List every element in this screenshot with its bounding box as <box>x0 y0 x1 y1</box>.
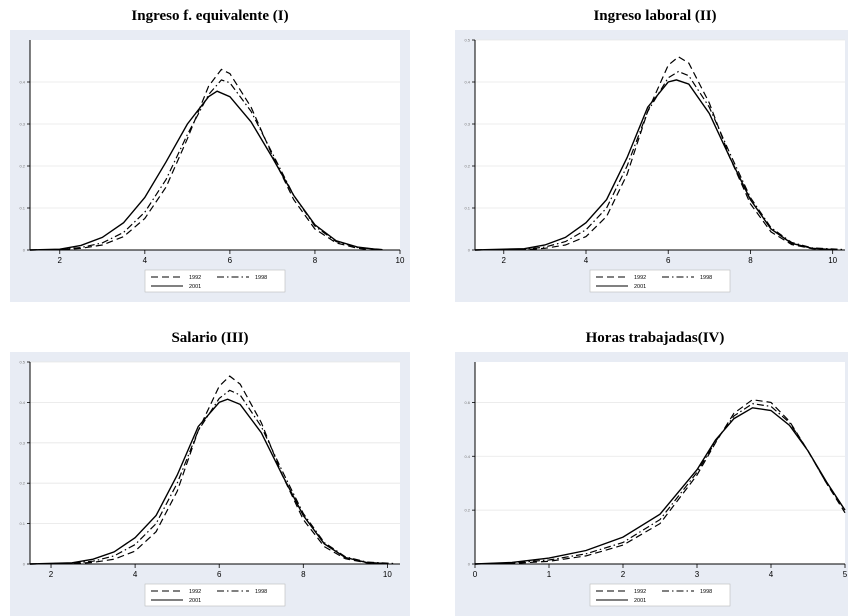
x-tick-label: 2 <box>621 570 626 579</box>
plot-svg: 0 0.1 0.2 0.3 0.4 2 4 6 8 10 1992 1998 2001 <box>10 30 410 302</box>
series-1992 <box>474 56 833 251</box>
chart-salario: Salario (III) 0 0.1 0.2 0.3 0.4 0.5 2 4 6 8 10 1992… <box>10 330 410 616</box>
chart-title: Ingreso f. equivalente (I) <box>131 8 289 24</box>
legend-box <box>589 269 731 293</box>
x-tick-label: 10 <box>396 256 405 265</box>
y-tick-label: 0.4 <box>464 80 470 85</box>
series-2001 <box>29 90 379 251</box>
x-tick-label: 2 <box>58 256 63 265</box>
legend-label-2001: 2001 <box>634 598 646 604</box>
x-tick-label: 4 <box>584 256 589 265</box>
x-tick-label: 3 <box>695 570 700 579</box>
plot-svg: 0 0.1 0.2 0.3 0.4 0.5 2 4 6 8 10 1992 1998 2001 <box>455 30 848 302</box>
legend-label-2001: 2001 <box>634 284 646 290</box>
chart-ingreso-equivalente: Ingreso f. equivalente (I) 0 0.1 0.2 0.3 0.4… <box>10 8 410 302</box>
legend-label-2001: 2001 <box>189 284 201 290</box>
legend-label-1992: 1992 <box>189 275 201 281</box>
y-tick-label: 0 <box>23 562 26 567</box>
legend-box <box>144 583 286 607</box>
legend-label-1992: 1992 <box>634 589 646 595</box>
x-tick-label: 4 <box>143 256 148 265</box>
y-tick-label: 0.3 <box>464 122 470 127</box>
series-1992 <box>29 375 388 565</box>
legend-box <box>144 269 286 293</box>
x-tick-label: 6 <box>228 256 233 265</box>
series-1992 <box>474 399 846 565</box>
x-tick-label: 0 <box>473 570 478 579</box>
x-tick-label: 8 <box>748 256 753 265</box>
y-tick-label: 0.2 <box>464 508 470 513</box>
plot-svg: 0 0.1 0.2 0.3 0.4 0.5 2 4 6 8 10 1992 1998 2001 <box>10 352 410 616</box>
legend-label-1998: 1998 <box>255 589 267 595</box>
legend-label-2001: 2001 <box>189 598 201 604</box>
y-tick-label: 0 <box>23 248 26 253</box>
y-tick-label: 0.1 <box>19 206 25 211</box>
chart-title: Ingreso laboral (II) <box>593 8 717 24</box>
y-tick-label: 0.1 <box>464 206 470 211</box>
chart-title: Horas trabajadas(IV) <box>585 330 725 346</box>
x-tick-label: 4 <box>133 570 138 579</box>
y-tick-label: 0.4 <box>19 80 25 85</box>
x-tick-label: 5 <box>843 570 848 579</box>
series-2001 <box>474 79 833 251</box>
y-tick-label: 0.4 <box>19 400 25 405</box>
chart-horas-trabajadas: Horas trabajadas(IV) 0 0.2 0.4 0.6 0 1 2 3 4 5 199… <box>455 330 848 616</box>
y-tick-label: 0.3 <box>19 440 25 445</box>
x-tick-label: 2 <box>502 256 507 265</box>
x-tick-label: 4 <box>769 570 774 579</box>
series-1998 <box>474 70 846 251</box>
y-tick-label: 0.3 <box>19 122 25 127</box>
legend-label-1998: 1998 <box>700 589 712 595</box>
plot-area <box>475 40 845 250</box>
chart-ingreso-laboral: Ingreso laboral (II) 0 0.1 0.2 0.3 0.4 0.5 2 4 6… <box>455 8 848 302</box>
plot-svg: 0 0.2 0.4 0.6 0 1 2 3 4 5 1992 1998 2001 <box>455 352 848 616</box>
x-tick-label: 6 <box>217 570 222 579</box>
y-tick-label: 0.5 <box>19 360 25 365</box>
x-tick-label: 10 <box>383 570 392 579</box>
y-tick-label: 0.2 <box>464 164 470 169</box>
y-tick-label: 0 <box>468 562 471 567</box>
y-tick-label: 0.2 <box>19 481 25 486</box>
y-tick-label: 0.2 <box>19 164 25 169</box>
series-1998 <box>29 79 384 251</box>
plot-area <box>30 40 400 250</box>
plot-area <box>475 362 845 564</box>
x-tick-label: 2 <box>49 570 54 579</box>
legend-label-1992: 1992 <box>634 275 646 281</box>
legend-box <box>589 583 731 607</box>
series-1992 <box>29 68 371 251</box>
legend-label-1998: 1998 <box>700 275 712 281</box>
plot-area <box>30 362 400 564</box>
y-tick-label: 0.4 <box>464 454 470 459</box>
y-tick-label: 0.1 <box>19 521 25 526</box>
chart-title: Salario (III) <box>171 330 249 346</box>
legend-label-1992: 1992 <box>189 589 201 595</box>
y-tick-label: 0 <box>468 248 471 253</box>
x-tick-label: 1 <box>547 570 552 579</box>
legend-label-1998: 1998 <box>255 275 267 281</box>
y-tick-label: 0.5 <box>464 38 470 43</box>
x-tick-label: 6 <box>666 256 671 265</box>
series-2001 <box>474 407 846 565</box>
x-tick-label: 8 <box>313 256 318 265</box>
x-tick-label: 10 <box>828 256 837 265</box>
series-1998 <box>29 389 396 565</box>
series-2001 <box>29 398 388 565</box>
x-tick-label: 8 <box>301 570 306 579</box>
y-tick-label: 0.6 <box>464 400 470 405</box>
